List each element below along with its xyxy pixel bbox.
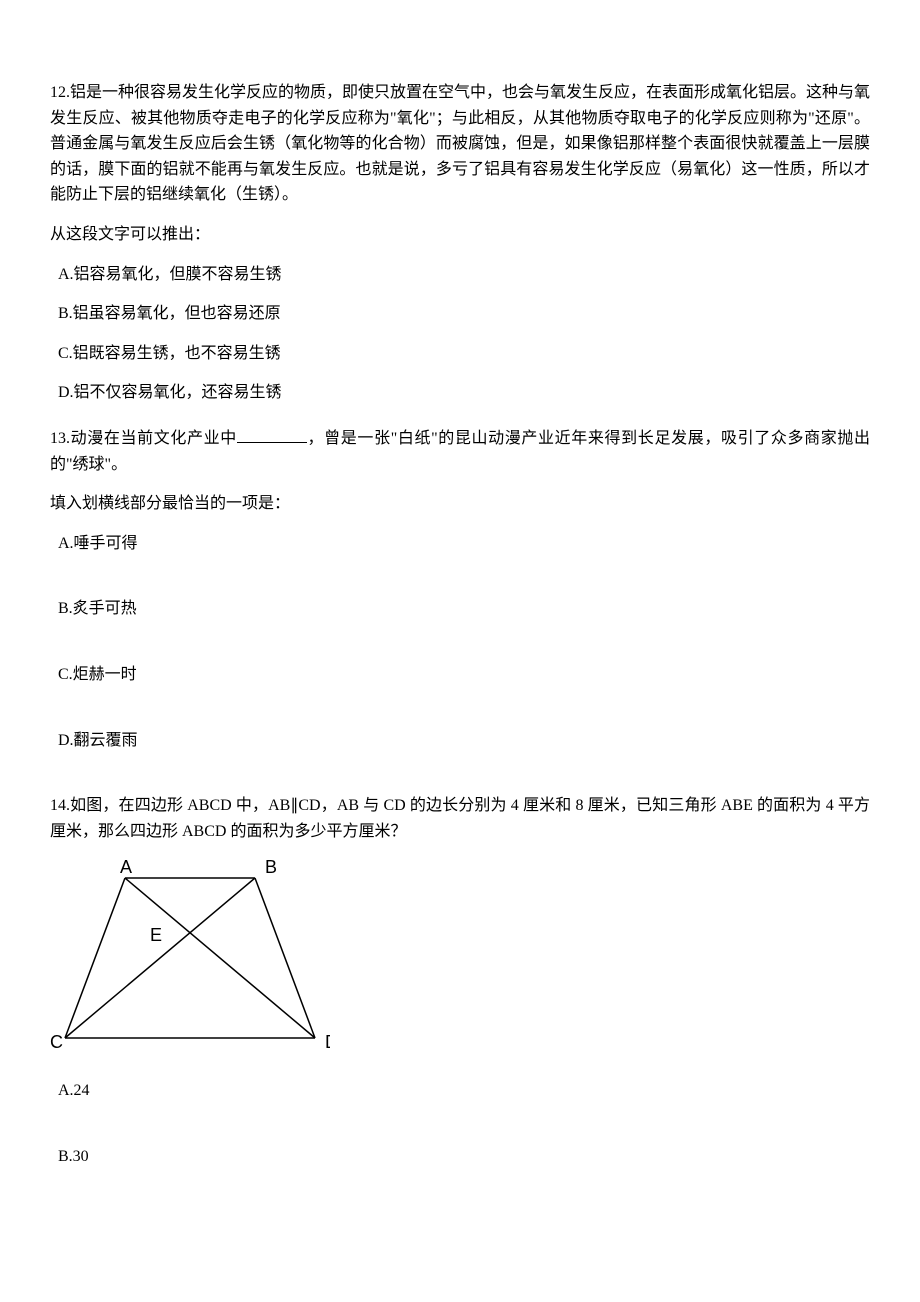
question-prompt: 从这段文字可以推出： bbox=[50, 222, 870, 248]
question-text: 12.铝是一种很容易发生化学反应的物质，即使只放置在空气中，也会与氧发生反应，在… bbox=[50, 80, 870, 208]
option-a: A.铝容易氧化，但膜不容易生锈 bbox=[58, 262, 870, 288]
question-number: 12. bbox=[50, 84, 70, 101]
question-text: 13.动漫在当前文化产业中，曾是一张"白纸"的昆山动漫产业近年来得到长足发展，吸… bbox=[50, 426, 870, 477]
question-prompt: 填入划横线部分最恰当的一项是： bbox=[50, 491, 870, 517]
question-14: 14.如图，在四边形 ABCD 中，AB∥CD，AB 与 CD 的边长分别为 4… bbox=[50, 793, 870, 1169]
options-list: A.唾手可得 B.炙手可热 C.炬赫一时 D.翻云覆雨 bbox=[58, 531, 870, 753]
svg-text:B: B bbox=[265, 858, 277, 877]
question-13: 13.动漫在当前文化产业中，曾是一张"白纸"的昆山动漫产业近年来得到长足发展，吸… bbox=[50, 426, 870, 753]
option-b: B.铝虽容易氧化，但也容易还原 bbox=[58, 301, 870, 327]
geometry-figure: A B C D E bbox=[50, 858, 870, 1058]
question-number: 13. bbox=[50, 430, 70, 447]
svg-text:C: C bbox=[50, 1032, 63, 1052]
option-a: A.唾手可得 bbox=[58, 531, 870, 557]
question-body: 铝是一种很容易发生化学反应的物质，即使只放置在空气中，也会与氧发生反应，在表面形… bbox=[50, 84, 870, 203]
question-text: 14.如图，在四边形 ABCD 中，AB∥CD，AB 与 CD 的边长分别为 4… bbox=[50, 793, 870, 844]
options-list: A.24 B.30 bbox=[58, 1078, 870, 1169]
fill-blank bbox=[237, 442, 307, 443]
question-12: 12.铝是一种很容易发生化学反应的物质，即使只放置在空气中，也会与氧发生反应，在… bbox=[50, 80, 870, 406]
option-c: C.炬赫一时 bbox=[58, 662, 870, 688]
option-b: B.30 bbox=[58, 1144, 870, 1170]
text-before-blank: 动漫在当前文化产业中 bbox=[70, 430, 237, 447]
question-number: 14. bbox=[50, 797, 70, 814]
option-b: B.炙手可热 bbox=[58, 596, 870, 622]
option-c: C.铝既容易生锈，也不容易生锈 bbox=[58, 341, 870, 367]
question-body: 如图，在四边形 ABCD 中，AB∥CD，AB 与 CD 的边长分别为 4 厘米… bbox=[50, 797, 870, 840]
option-d: D.铝不仅容易氧化，还容易生锈 bbox=[58, 380, 870, 406]
svg-text:E: E bbox=[150, 925, 162, 945]
trapezoid-diagram: A B C D E bbox=[50, 858, 330, 1058]
svg-text:A: A bbox=[120, 858, 132, 877]
option-a: A.24 bbox=[58, 1078, 870, 1104]
svg-text:D: D bbox=[325, 1032, 330, 1052]
option-d: D.翻云覆雨 bbox=[58, 728, 870, 754]
options-list: A.铝容易氧化，但膜不容易生锈 B.铝虽容易氧化，但也容易还原 C.铝既容易生锈… bbox=[58, 262, 870, 406]
